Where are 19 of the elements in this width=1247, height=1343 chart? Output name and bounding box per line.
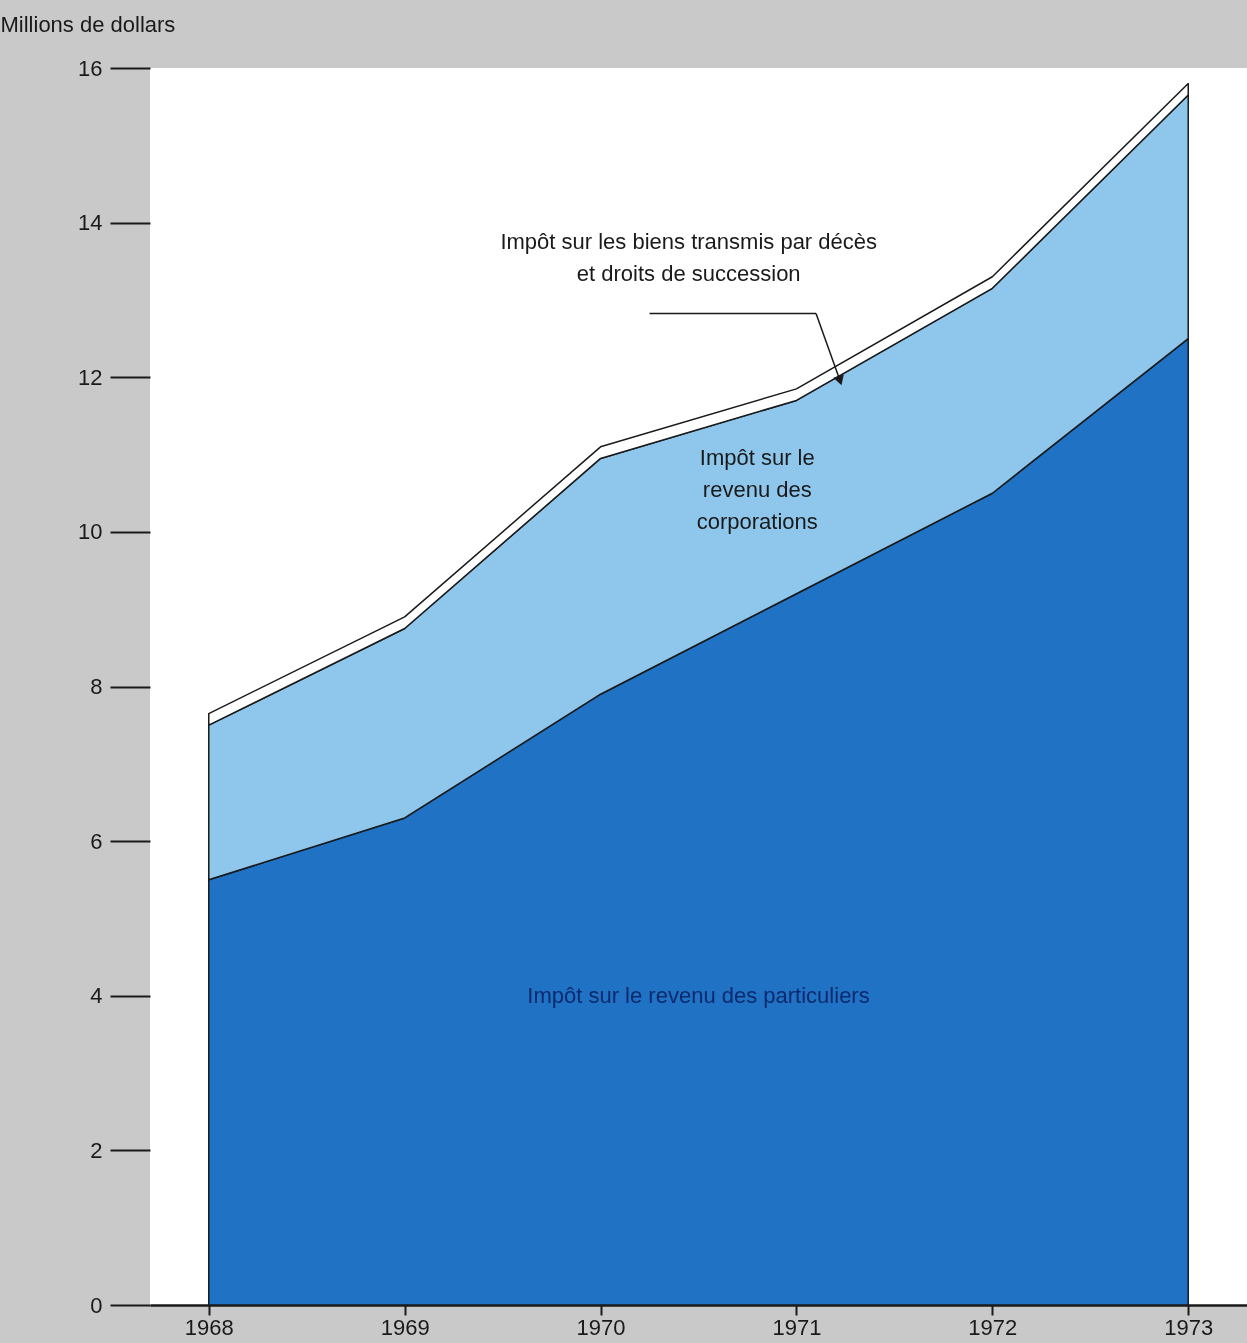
y-tick-label: 8 <box>90 674 103 699</box>
x-tick-label: 1968 <box>184 1314 234 1340</box>
y-tick-label: 0 <box>90 1292 103 1318</box>
text: Impôt sur les biens transmis par décès et droits de succession <box>500 228 878 286</box>
y-tick-label: 16 <box>78 55 103 81</box>
x-tick-label: 1969 <box>380 1314 430 1340</box>
x-tick-label: 1971 <box>772 1314 822 1340</box>
series-label: Impôt sur le revenu des particuliers <box>527 982 870 1008</box>
x-tick-label: 1972 <box>968 1314 1018 1340</box>
y-axis-title: Millions de dollars <box>0 11 176 37</box>
y-tick-label: 14 <box>78 210 103 236</box>
series-label: Impôt sur le revenu des corporations <box>696 445 818 535</box>
y-tick-label: 2 <box>90 1137 103 1163</box>
y-tick-label: 10 <box>78 519 103 545</box>
x-tick-label: 1973 <box>1164 1314 1214 1340</box>
y-tick-label: 6 <box>90 828 103 854</box>
y-tick-label: 4 <box>90 983 103 1009</box>
x-tick-label: 1970 <box>576 1314 626 1340</box>
y-tick-label: 12 <box>78 364 103 390</box>
